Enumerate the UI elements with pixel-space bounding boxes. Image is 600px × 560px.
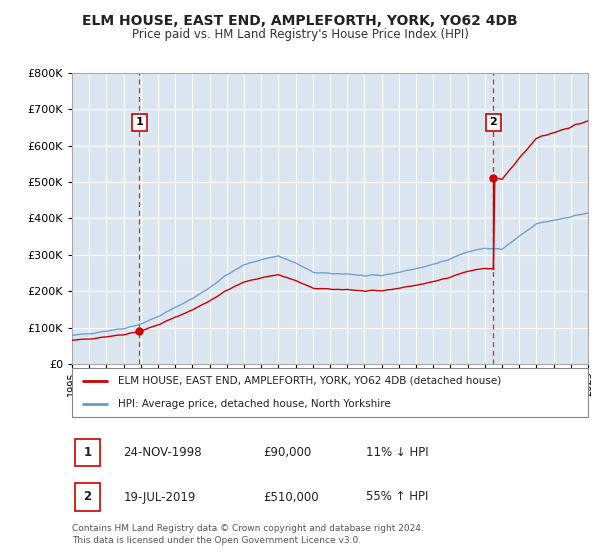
Text: £90,000: £90,000 (263, 446, 311, 459)
Text: Price paid vs. HM Land Registry's House Price Index (HPI): Price paid vs. HM Land Registry's House … (131, 28, 469, 41)
Text: £510,000: £510,000 (263, 491, 319, 503)
Text: 11% ↓ HPI: 11% ↓ HPI (366, 446, 429, 459)
Text: 1: 1 (83, 446, 92, 459)
Text: 2: 2 (83, 491, 92, 503)
Text: 2: 2 (490, 117, 497, 127)
Bar (74, 438, 100, 466)
Text: 1: 1 (136, 117, 143, 127)
Text: Contains HM Land Registry data © Crown copyright and database right 2024.
This d: Contains HM Land Registry data © Crown c… (72, 524, 424, 545)
Bar (74, 483, 100, 511)
Text: 24-NOV-1998: 24-NOV-1998 (124, 446, 202, 459)
Text: ELM HOUSE, EAST END, AMPLEFORTH, YORK, YO62 4DB: ELM HOUSE, EAST END, AMPLEFORTH, YORK, Y… (82, 14, 518, 28)
Text: 55% ↑ HPI: 55% ↑ HPI (366, 491, 428, 503)
Text: HPI: Average price, detached house, North Yorkshire: HPI: Average price, detached house, Nort… (118, 399, 391, 409)
Text: ELM HOUSE, EAST END, AMPLEFORTH, YORK, YO62 4DB (detached house): ELM HOUSE, EAST END, AMPLEFORTH, YORK, Y… (118, 376, 502, 386)
Text: 19-JUL-2019: 19-JUL-2019 (124, 491, 196, 503)
